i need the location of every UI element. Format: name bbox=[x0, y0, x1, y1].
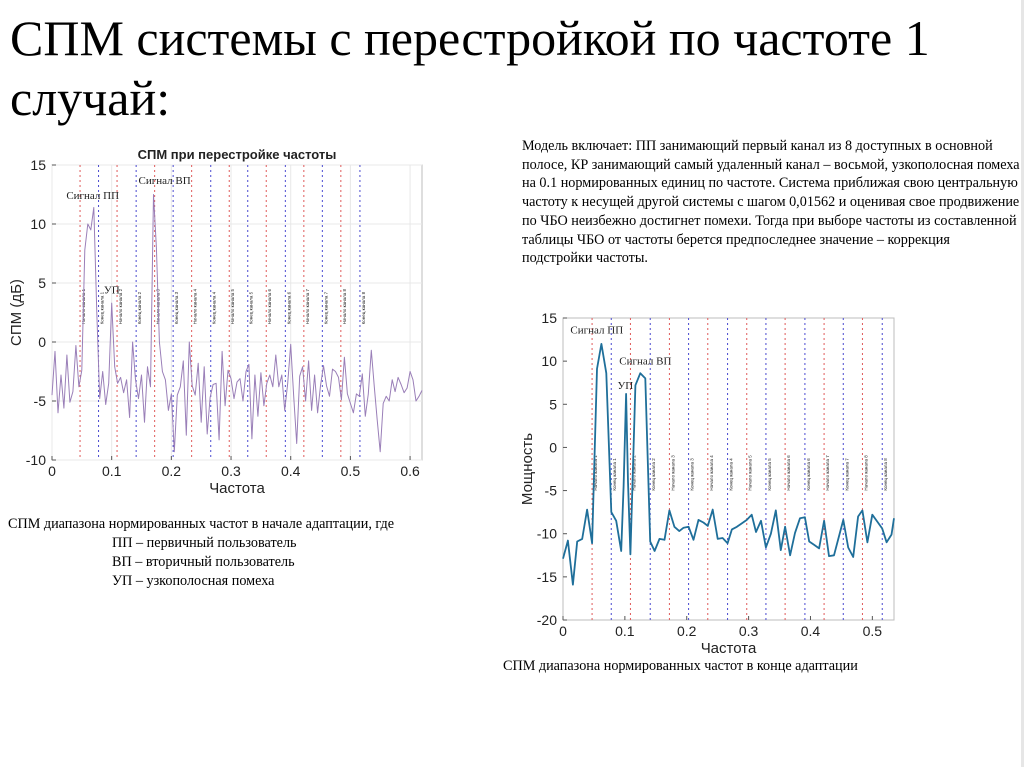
channel-end-label: Конец канала 4 bbox=[212, 291, 217, 324]
x-tick-label: 0.5 bbox=[863, 623, 883, 639]
peak-annotation: Сигнал ВП bbox=[619, 356, 671, 368]
legend-pp: ПП – первичный пользователь bbox=[112, 535, 297, 551]
channel-start-label: Начало канала 7 bbox=[305, 288, 310, 324]
channel-start-label: Начало канала 4 bbox=[709, 455, 714, 491]
channel-end-label: Конец канала 2 bbox=[137, 291, 142, 324]
channel-end-label: Конец канала 3 bbox=[174, 291, 179, 324]
caption-end-adaptation: СПМ диапазона нормированных частот в кон… bbox=[503, 658, 858, 674]
y-tick-label: 5 bbox=[38, 275, 46, 291]
channel-end-label: Конец канала 5 bbox=[767, 458, 772, 491]
psd-chart-start: Начало канала 1 Начало канала 2 Начало кан… bbox=[8, 147, 423, 497]
channel-start-label: Начало канала 3 bbox=[670, 455, 675, 491]
channel-end-label: Конец канала 8 bbox=[361, 291, 366, 324]
y-tick-label: 15 bbox=[541, 310, 557, 326]
channel-end-label: Конец канала 1 bbox=[100, 291, 105, 324]
x-axis-label: Частота bbox=[209, 480, 265, 497]
channel-end-label: Конец канала 6 bbox=[806, 458, 811, 491]
channel-start-label: Начало канала 4 bbox=[193, 288, 198, 324]
x-tick-label: 0.1 bbox=[102, 463, 122, 479]
channel-end-label: Конец канала 7 bbox=[844, 458, 849, 491]
psd-series-line bbox=[51, 194, 423, 453]
x-tick-label: 0.4 bbox=[281, 463, 301, 479]
x-tick-label: 0.1 bbox=[615, 623, 635, 639]
channel-end-label: Конец канала 1 bbox=[612, 458, 617, 491]
y-tick-label: 10 bbox=[30, 216, 46, 232]
y-tick-label: 0 bbox=[549, 439, 557, 455]
x-tick-label: 0 bbox=[48, 463, 56, 479]
y-tick-label: -5 bbox=[545, 483, 558, 499]
channel-start-label: Начало канала 2 bbox=[631, 455, 636, 491]
peak-annotation: Сигнал ПП bbox=[66, 190, 119, 202]
y-tick-label: 10 bbox=[541, 353, 557, 369]
legend-vp: ВП – вторичный пользователь bbox=[112, 554, 295, 570]
channel-start-label: Начало канала 6 bbox=[786, 455, 791, 491]
channel-start-label: Начало канала 2 bbox=[118, 288, 123, 324]
slide-title: СПМ системы с перестройкой по частоте 1 … bbox=[10, 10, 930, 126]
y-axis-label: Мощность bbox=[519, 433, 536, 505]
channel-start-label: Начало канала 5 bbox=[230, 288, 235, 324]
channel-start-label: Начало канала 6 bbox=[267, 288, 272, 324]
x-tick-label: 0 bbox=[559, 623, 567, 639]
psd-series-line bbox=[562, 342, 895, 586]
channel-end-label: Конец канала 7 bbox=[323, 291, 328, 324]
x-tick-label: 0.3 bbox=[221, 463, 241, 479]
y-tick-label: 5 bbox=[549, 396, 557, 412]
y-tick-label: 15 bbox=[30, 157, 46, 173]
x-tick-label: 0.5 bbox=[341, 463, 361, 479]
y-tick-label: -5 bbox=[34, 393, 47, 409]
slide-edge bbox=[1021, 0, 1024, 767]
x-tick-label: 0.2 bbox=[162, 463, 182, 479]
y-tick-label: -10 bbox=[26, 452, 46, 468]
channel-start-label: Начало канала 5 bbox=[748, 455, 753, 491]
caption-start-line: СПМ диапазона нормированных частот в нач… bbox=[8, 516, 395, 532]
channel-end-label: Конец канала 3 bbox=[690, 458, 695, 491]
y-tick-label: -15 bbox=[537, 569, 557, 585]
channel-start-label: Начало канала 8 bbox=[863, 455, 868, 491]
x-tick-label: 0.3 bbox=[739, 623, 759, 639]
channel-end-label: Конец канала 2 bbox=[651, 458, 656, 491]
x-axis-label: Частота bbox=[701, 640, 757, 655]
channel-end-label: Конец канала 8 bbox=[883, 458, 888, 491]
channel-start-label: Начало канала 7 bbox=[825, 455, 830, 491]
plot-area bbox=[51, 164, 423, 461]
channel-start-label: Начало канала 1 bbox=[593, 455, 598, 491]
peak-annotation: Сигнал ПП bbox=[570, 325, 623, 337]
peak-annotation: УП bbox=[104, 285, 120, 297]
y-tick-label: 0 bbox=[38, 334, 46, 350]
model-description: Модель включает: ПП занимающий первый ка… bbox=[522, 138, 1020, 267]
y-axis-label: СПМ (дБ) bbox=[8, 279, 25, 346]
channel-end-label: Конец канала 4 bbox=[729, 458, 734, 491]
psd-chart-end: Начало канала 1 Начало канала 2 Начало кан… bbox=[519, 310, 895, 655]
plot-area bbox=[562, 317, 895, 621]
legend-up: УП – узкополосная помеха bbox=[112, 573, 275, 589]
x-tick-label: 0.4 bbox=[801, 623, 821, 639]
y-tick-label: -10 bbox=[537, 526, 557, 542]
y-tick-label: -20 bbox=[537, 612, 557, 628]
peak-annotation: Сигнал ВП bbox=[139, 175, 191, 187]
channel-end-label: Конец канала 5 bbox=[249, 291, 254, 324]
channel-end-label: Конец канала 6 bbox=[286, 291, 291, 324]
x-tick-label: 0.2 bbox=[677, 623, 697, 639]
peak-annotation: УП bbox=[617, 380, 633, 392]
x-tick-label: 0.6 bbox=[400, 463, 420, 479]
chart-title: СПМ при перестройке частоты bbox=[138, 147, 337, 162]
caption-start-adaptation: СПМ диапазона нормированных частот в нач… bbox=[8, 515, 394, 591]
channel-start-label: Начало канала 8 bbox=[342, 288, 347, 324]
